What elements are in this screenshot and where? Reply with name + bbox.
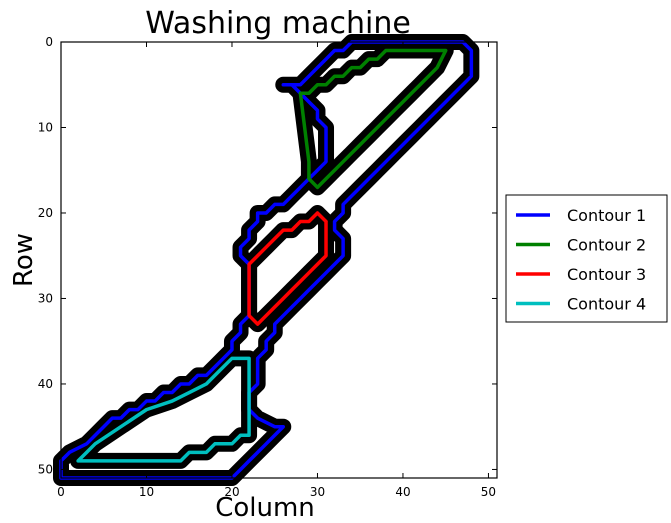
legend-label-2: Contour 2 [567,236,646,255]
y-tick-label: 20 [38,206,53,220]
x-axis-label: Column [215,493,315,523]
legend-label-1: Contour 1 [567,206,646,225]
x-tick-label: 50 [481,485,496,499]
x-tick-label: 20 [224,485,239,499]
contour-line-3 [247,211,328,326]
legend: Contour 1 Contour 2 Contour 3 Contour 4 [505,194,668,323]
contour-line-4 [76,356,251,463]
contour-line-2 [298,48,448,190]
y-axis: 0 10 20 30 40 50 [38,35,497,476]
legend-label-4: Contour 4 [567,295,646,314]
y-tick-label: 10 [38,120,53,134]
x-tick-label: 30 [310,485,325,499]
plot-frame [60,41,498,479]
plot-area [53,34,498,486]
y-tick-label: 50 [38,462,53,476]
x-tick-label: 10 [139,485,154,499]
x-tick-label: 0 [57,485,65,499]
y-tick-label: 40 [38,377,53,391]
y-tick-label: 0 [45,35,53,49]
legend-label-3: Contour 3 [567,265,646,284]
x-tick-label: 40 [395,485,410,499]
x-axis: 0 10 20 30 40 50 [57,42,496,499]
y-tick-label: 30 [38,291,53,305]
y-axis-label: Row [9,233,39,287]
